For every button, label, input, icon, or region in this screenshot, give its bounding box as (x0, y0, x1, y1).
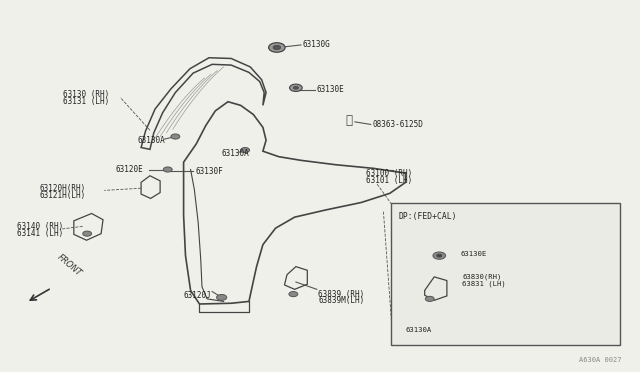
Text: A630A 0027: A630A 0027 (579, 357, 621, 363)
Text: FRONT: FRONT (56, 253, 83, 278)
FancyBboxPatch shape (391, 203, 620, 345)
Text: 63130E: 63130E (461, 251, 487, 257)
Circle shape (83, 231, 92, 236)
Text: 63130A: 63130A (221, 149, 250, 158)
Text: 63830(RH): 63830(RH) (462, 274, 502, 280)
Text: 63130 (RH): 63130 (RH) (63, 90, 109, 99)
Circle shape (426, 296, 434, 301)
Circle shape (436, 254, 442, 257)
Text: 63140 (RH): 63140 (RH) (17, 222, 63, 231)
Circle shape (433, 252, 445, 259)
Text: 63839M(LH): 63839M(LH) (318, 296, 364, 305)
Text: Ⓢ: Ⓢ (345, 114, 352, 127)
Text: 63130A: 63130A (406, 327, 432, 333)
Circle shape (289, 84, 302, 92)
Text: 63120H(RH): 63120H(RH) (40, 184, 86, 193)
Circle shape (241, 148, 250, 153)
Text: 08363-6125D: 08363-6125D (372, 120, 423, 129)
Circle shape (216, 295, 227, 300)
Circle shape (163, 167, 172, 172)
Text: 63130G: 63130G (302, 40, 330, 49)
Text: 63130F: 63130F (195, 167, 223, 176)
Circle shape (293, 86, 298, 89)
Text: 63120J: 63120J (184, 291, 211, 301)
Text: 63839 (RH): 63839 (RH) (318, 289, 364, 299)
Circle shape (171, 134, 180, 139)
Text: 63121H(LH): 63121H(LH) (40, 191, 86, 200)
Text: 63831 (LH): 63831 (LH) (462, 280, 506, 287)
Circle shape (269, 43, 285, 52)
Text: 63131 (LH): 63131 (LH) (63, 97, 109, 106)
Text: 63130A: 63130A (137, 136, 165, 145)
Text: 63100 (RH): 63100 (RH) (365, 169, 412, 178)
Text: 63130E: 63130E (317, 85, 344, 94)
Circle shape (289, 292, 298, 296)
Text: 63101 (LH): 63101 (LH) (365, 176, 412, 185)
Circle shape (273, 45, 281, 50)
Text: 63120E: 63120E (116, 165, 143, 174)
Text: DP:(FED+CAL): DP:(FED+CAL) (398, 212, 456, 221)
Text: 63141 (LH): 63141 (LH) (17, 229, 63, 238)
